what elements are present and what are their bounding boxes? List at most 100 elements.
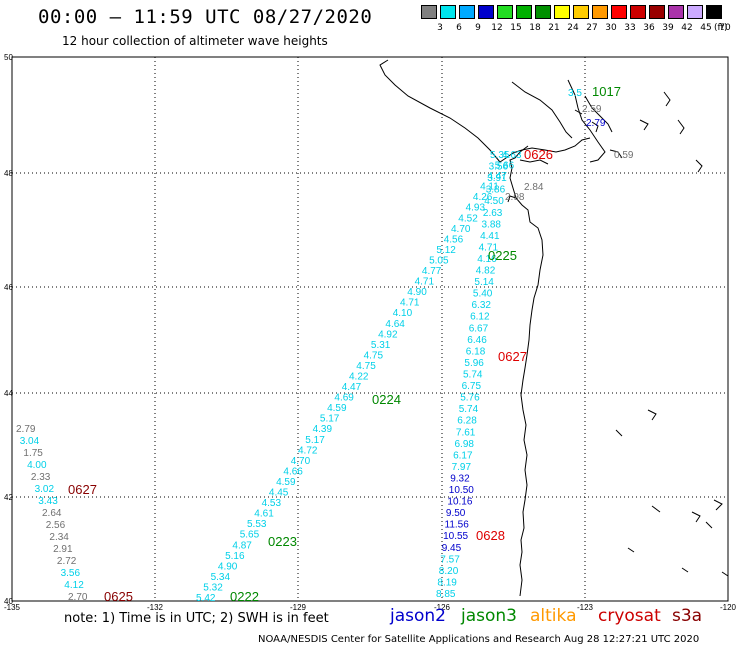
wave-value: 9.45 [442, 543, 462, 554]
wave-value: 4.66 [283, 466, 303, 477]
legend-label: 18 [529, 23, 541, 33]
legend-swatch [649, 5, 665, 19]
wave-value: 4.90 [218, 561, 238, 572]
time-label: 0224 [372, 392, 401, 407]
wave-value: 6.17 [453, 450, 473, 461]
wave-value: 7.57 [440, 554, 460, 565]
time-label: 0223 [268, 534, 297, 549]
wave-value: 4.16 [477, 254, 497, 265]
wave-value: 3.91 [487, 173, 507, 184]
time-label: 0225 [488, 248, 517, 263]
legend-swatch [630, 5, 646, 19]
wave-value: 2.59 [582, 104, 602, 115]
legend-swatch [421, 5, 437, 19]
lon-label: -126 [434, 603, 451, 612]
lon-axis: -135 -132 -129 -126 -123 -120 [4, 603, 737, 612]
wave-value: 4.59 [276, 477, 296, 488]
lon-label: -129 [290, 603, 307, 612]
wave-value: 4.71 [479, 242, 499, 253]
lat-axis: 50 48 46 44 42 40 [4, 53, 13, 606]
wave-value: 4.50 [484, 196, 504, 207]
legend-swatch [611, 5, 627, 19]
wave-value: 5.96 [464, 358, 484, 369]
wave-value: 11.56 [445, 520, 470, 531]
wave-value: 4.92 [378, 329, 398, 340]
wave-value: 3.04 [20, 436, 40, 447]
satellite-s3a: s3a [672, 606, 703, 626]
legend-swatch [440, 5, 456, 19]
wave-value: 4.82 [476, 266, 496, 277]
legend-label: 24 [567, 23, 579, 33]
wave-value: 4.22 [349, 372, 369, 383]
wave-value: 5.74 [459, 404, 479, 415]
legend-label: 45 [700, 23, 712, 33]
legend-label: 27 [586, 23, 598, 33]
wave-value: 2.64 [42, 508, 62, 519]
legend-unit: (ft) [714, 23, 728, 33]
wave-value: 5.05 [429, 256, 449, 267]
time-label: 0222 [230, 589, 259, 604]
legend-swatch [516, 5, 532, 19]
wave-value: 4.26 [473, 192, 493, 203]
time-label: 0628 [476, 528, 505, 543]
legend-label: 21 [548, 23, 560, 33]
lon-label: -132 [147, 603, 164, 612]
legend-label: 15 [510, 23, 522, 33]
wave-value: 4.87 [232, 540, 252, 551]
wave-value: 4.52 [458, 213, 478, 224]
wave-value: 2.79 [586, 118, 606, 129]
wave-value: 3.02 [35, 484, 55, 495]
wave-value: 3.86 [486, 185, 506, 196]
wave-value: 4.47 [487, 171, 507, 182]
wave-value: 5.31 [371, 340, 391, 351]
wave-value: 4.70 [291, 456, 311, 467]
wave-value: 5.16 [225, 551, 245, 562]
page-subtitle: 12 hour collection of altimeter wave hei… [62, 34, 328, 48]
wave-value: 4.12 [64, 580, 84, 591]
wave-value: 4.61 [254, 509, 274, 520]
time-label: 0625 [104, 589, 133, 604]
track-layer: 5.425.325.344.905.164.875.655.534.614.53… [16, 150, 522, 604]
wave-value: 6.12 [470, 312, 490, 323]
wave-value: 4.41 [480, 231, 500, 242]
wave-value: 5.17 [305, 435, 325, 446]
wave-value: 6.32 [472, 300, 492, 311]
wave-value: 4.71 [400, 298, 420, 309]
wave-value: 4.53 [262, 498, 282, 509]
wave-value: 3.56 [489, 162, 509, 173]
wave-value: 2.84 [524, 182, 544, 193]
wave-value: 4.45 [269, 488, 289, 499]
wave-value: 5.14 [474, 277, 494, 288]
wave-value: 2.79 [16, 424, 36, 435]
wave-value: 6.98 [455, 439, 475, 450]
satellite-cryosat: cryosat [598, 606, 661, 626]
lon-label: -120 [720, 603, 737, 612]
lat-label: 48 [4, 169, 13, 178]
wave-value: 8.20 [439, 566, 459, 577]
time-labels: 0222 0223 0224 0225 1017 0625 0627 0626 … [68, 84, 621, 604]
wave-value: 4.75 [356, 361, 376, 372]
wave-value: 5.17 [320, 414, 340, 425]
wave-value: 10.50 [449, 485, 474, 496]
legend-label: 33 [624, 23, 636, 33]
legend-label: 39 [662, 23, 674, 33]
wave-value: 2.63 [483, 208, 503, 219]
wave-value: 9.32 [450, 474, 470, 485]
wave-value: 4.69 [334, 393, 354, 404]
wave-value: 2.33 [31, 472, 51, 483]
wave-value: 5.53 [247, 519, 267, 530]
wave-value: 7.97 [452, 462, 472, 473]
wave-value: 1.75 [23, 448, 43, 459]
wave-value: 4.56 [444, 234, 464, 245]
wave-value: 6.46 [467, 335, 487, 346]
wave-value: 2.98 [505, 192, 525, 203]
wave-value: 4.11 [480, 182, 499, 193]
wave-value: 2.56 [46, 520, 66, 531]
wave-value: 6.75 [462, 381, 482, 392]
legend-swatch [478, 5, 494, 19]
wave-value: 2.91 [53, 544, 73, 555]
wave-value: 5.76 [460, 393, 480, 404]
time-label: 0626 [524, 147, 553, 162]
satellite-jason3: jason3 [461, 606, 517, 626]
legend-swatch [497, 5, 513, 19]
